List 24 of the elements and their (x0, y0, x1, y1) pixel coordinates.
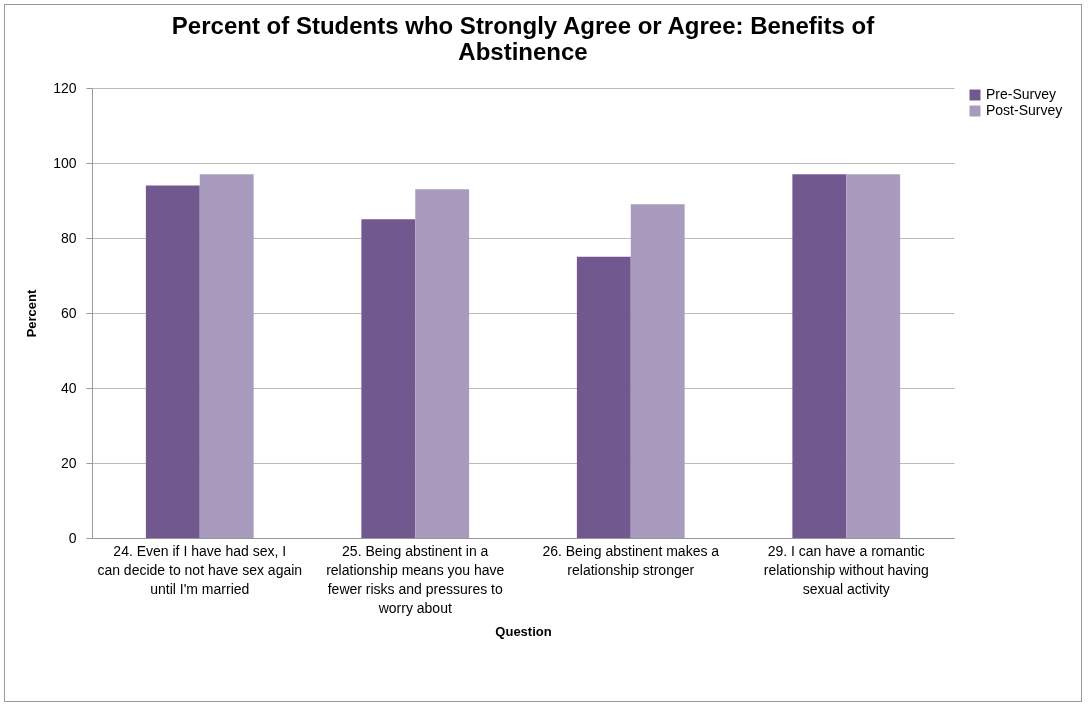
y-tick-label: 100 (53, 154, 77, 171)
x-tick-label: 25. Being abstinent in a relationship means you have fewer risks and pressures to worry about (326, 542, 505, 616)
bar (576, 256, 631, 538)
bar (415, 189, 470, 538)
bar (145, 185, 200, 538)
y-tick-label: 60 (60, 304, 77, 321)
x-tick-label: 26. Being abstinent makes a relationship stronger (542, 542, 720, 578)
bar (199, 174, 254, 538)
x-axis-title: Question (495, 623, 552, 639)
y-tick-label: 20 (60, 454, 77, 471)
y-axis-title: Percent (24, 288, 40, 338)
y-tick-label: 0 (68, 529, 77, 546)
x-tick-label: 24. Even if I have had sex, I can decide to not have sex again until I'm married (97, 542, 303, 597)
x-tick-label: 29. I can have a romantic relationship without having sexual activity (763, 542, 929, 597)
bar (630, 204, 685, 538)
y-tick-label: 120 (53, 79, 77, 96)
bar (846, 174, 901, 538)
legend-label: Pre-Survey (986, 86, 1057, 102)
bar (792, 174, 847, 538)
legend-label: Post-Survey (986, 102, 1063, 118)
chart-title: Percent of Students who Strongly Agree or Agree: Benefits of Abstinence (171, 12, 876, 65)
y-tick-label: 80 (60, 229, 77, 246)
bar (361, 219, 416, 538)
y-tick-label: 40 (60, 379, 77, 396)
